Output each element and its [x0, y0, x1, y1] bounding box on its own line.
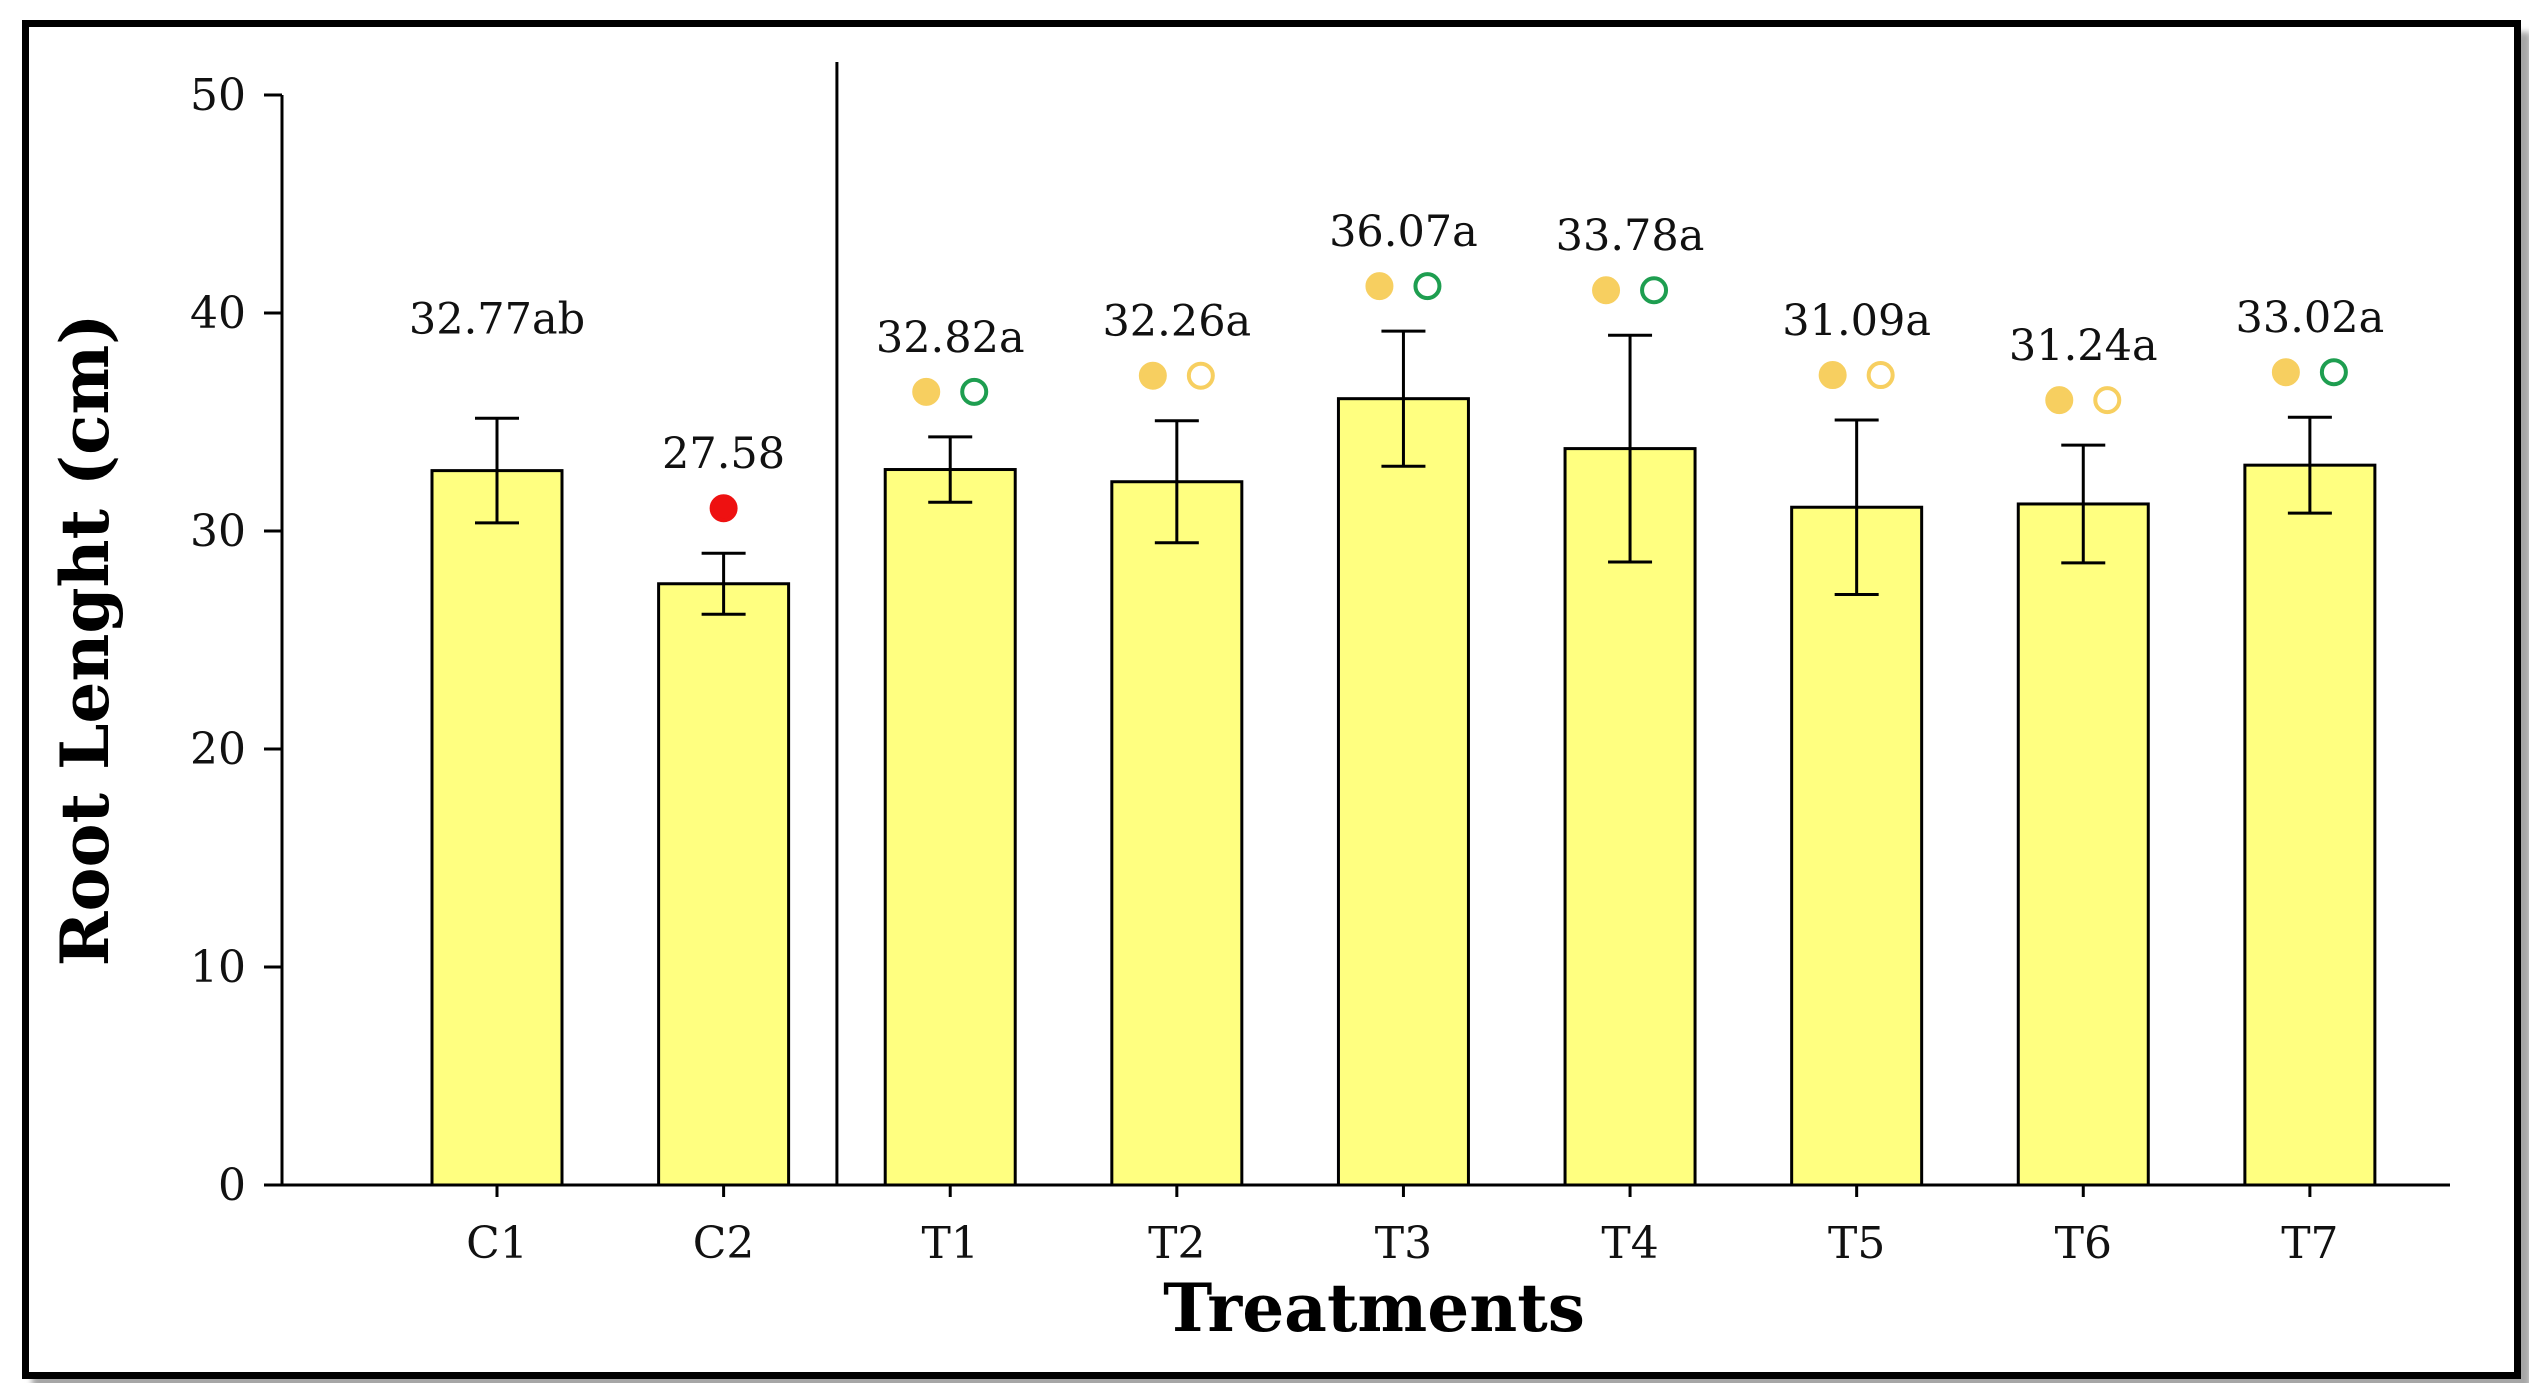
value-label: 31.09a [1782, 296, 1931, 346]
significance-dot [1592, 276, 1621, 305]
value-label: 27.58 [662, 429, 785, 479]
value-label: 32.82a [876, 313, 1025, 363]
value-labels: 32.77ab 27.58 32.82a 32.26a 36.07a 33.78a 31.0… [409, 207, 2384, 479]
bar [1790, 505, 1924, 1187]
bar [883, 468, 1017, 1187]
bar [1336, 397, 1470, 1187]
significance-dot [2271, 358, 2300, 387]
x-axis-title: Treatments [1163, 1269, 1585, 1347]
x-tick-label: T2 [1148, 1218, 1205, 1269]
significance-ring [1186, 361, 1215, 390]
y-axis-title: Root Lenght (cm) [46, 314, 124, 967]
value-label: 33.02a [2236, 293, 2385, 343]
significance-dot [912, 377, 941, 406]
y-tick-label: 40 [190, 288, 246, 339]
x-tick-label: T3 [1375, 1218, 1432, 1269]
bar [1563, 447, 1697, 1187]
value-label: 32.26a [1102, 297, 1251, 347]
x-tick-label: T6 [2055, 1218, 2112, 1269]
x-tick-label: T4 [1601, 1218, 1658, 1269]
y-tick-label: 30 [190, 506, 246, 557]
y-tick-label: 10 [190, 942, 246, 993]
significance-ring [2093, 386, 2122, 415]
significance-dot [1138, 361, 1167, 390]
error-bars [475, 329, 2332, 616]
value-label: 32.77ab [409, 294, 585, 344]
x-tick-label: T7 [2281, 1218, 2338, 1269]
significance-dot [2045, 386, 2074, 415]
significance-dot [709, 494, 738, 523]
x-tick-label: T5 [1828, 1218, 1885, 1269]
significance-ring [1866, 361, 1895, 390]
significance-dot [1365, 272, 1394, 301]
bar [430, 469, 564, 1187]
bars [430, 397, 2377, 1187]
x-tick-label: C2 [693, 1218, 755, 1269]
bar [1110, 480, 1244, 1187]
significance-ring [1413, 272, 1442, 301]
value-label: 31.24a [2009, 321, 2158, 371]
significance-ring [2319, 358, 2348, 387]
significance-ring [1640, 276, 1669, 305]
bar [2016, 502, 2150, 1187]
y-ticks: 0 10 20 30 40 50 [190, 70, 282, 1211]
x-tick-label: C1 [466, 1218, 528, 1269]
x-categories: C1 C2 T1 T2 T3 T4 T5 T6 T7 [466, 1185, 2339, 1269]
significance-markers [709, 272, 2348, 523]
bar [657, 582, 791, 1187]
y-tick-label: 20 [190, 724, 246, 775]
value-label: 33.78a [1556, 211, 1705, 261]
x-tick-label: T1 [922, 1218, 979, 1269]
y-tick-label: 50 [190, 70, 246, 121]
significance-ring [960, 377, 989, 406]
bar [2243, 463, 2377, 1187]
significance-dot [1818, 361, 1847, 390]
value-label: 36.07a [1329, 207, 1478, 257]
y-tick-label: 0 [218, 1160, 246, 1211]
